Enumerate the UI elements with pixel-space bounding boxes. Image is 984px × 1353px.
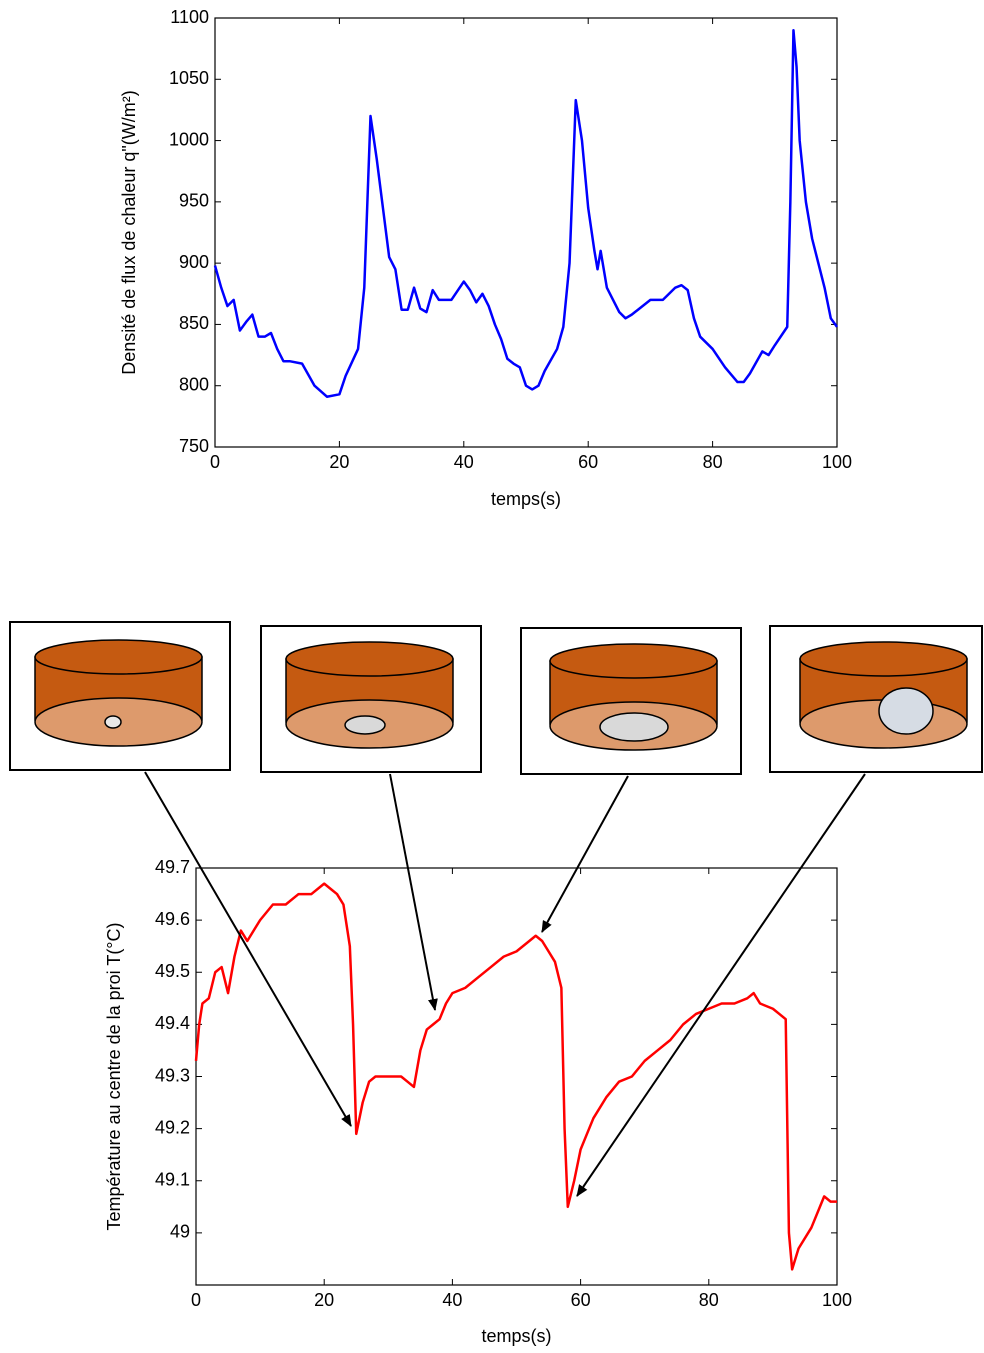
x-tick-label: 40 bbox=[454, 452, 474, 472]
y-axis-label: Densité de flux de chaleur q"(W/m²) bbox=[119, 90, 139, 375]
cylinder-top bbox=[799, 641, 968, 677]
y-tick-label: 1100 bbox=[170, 7, 209, 27]
y-tick-label: 900 bbox=[179, 252, 209, 272]
chart: 750 800 850 900 950 1000 1050 1100 0 20 40 60 80 100 t… bbox=[119, 7, 852, 509]
y-tick-label: 1050 bbox=[169, 68, 209, 88]
data-line bbox=[213, 29, 839, 398]
x-tick-label: 80 bbox=[703, 452, 723, 472]
y-tick-label: 49.2 bbox=[155, 1117, 190, 1137]
bubble bbox=[878, 687, 934, 735]
x-tick-label: 80 bbox=[699, 1290, 719, 1310]
cylinder-top bbox=[34, 639, 203, 675]
x-tick-label: 20 bbox=[329, 452, 349, 472]
y-tick-label: 1000 bbox=[169, 129, 209, 149]
arrow bbox=[576, 773, 866, 1197]
y-tick-label: 850 bbox=[179, 313, 209, 333]
y-tick-label: 49 bbox=[170, 1222, 190, 1242]
x-tick-label: 100 bbox=[822, 452, 852, 472]
x-tick-label: 60 bbox=[571, 1290, 591, 1310]
x-tick-label: 60 bbox=[578, 452, 598, 472]
y-tick-label: 750 bbox=[179, 436, 209, 456]
y-tick-label: 49.5 bbox=[155, 961, 190, 981]
y-tick-label: 800 bbox=[179, 374, 209, 394]
bubble bbox=[599, 712, 669, 742]
arrow bbox=[144, 771, 352, 1127]
plot-frame bbox=[195, 867, 838, 1286]
y-tick-label: 49.1 bbox=[155, 1170, 190, 1190]
arrows bbox=[144, 771, 866, 1197]
x-tick-label: 40 bbox=[442, 1290, 462, 1310]
bubble bbox=[344, 715, 386, 735]
arrow bbox=[389, 773, 438, 1011]
x-tick-label: 0 bbox=[210, 452, 220, 472]
x-tick-label: 100 bbox=[822, 1290, 852, 1310]
x-axis-label: temps(s) bbox=[481, 1326, 551, 1346]
arrow bbox=[541, 775, 629, 933]
x-tick-label: 20 bbox=[314, 1290, 334, 1310]
y-tick-label: 49.7 bbox=[155, 857, 190, 877]
x-axis-label: temps(s) bbox=[491, 489, 561, 509]
bubble-diagrams bbox=[9, 621, 983, 775]
cylinder-top bbox=[549, 643, 718, 679]
y-tick-label: 950 bbox=[179, 191, 209, 211]
y-axis-label: Température au centre de la proi T(°C) bbox=[104, 922, 124, 1230]
bubble bbox=[104, 715, 122, 729]
chart: 49 49.1 49.2 49.3 49.4 49.5 49.6 49.7 0 20 40 60 80 1… bbox=[104, 857, 852, 1346]
y-tick-label: 49.6 bbox=[155, 909, 190, 929]
data-line bbox=[194, 882, 837, 1271]
cylinder-top bbox=[285, 641, 454, 677]
y-tick-label: 49.3 bbox=[155, 1065, 190, 1085]
y-tick-label: 49.4 bbox=[155, 1013, 190, 1033]
x-tick-label: 0 bbox=[191, 1290, 201, 1310]
